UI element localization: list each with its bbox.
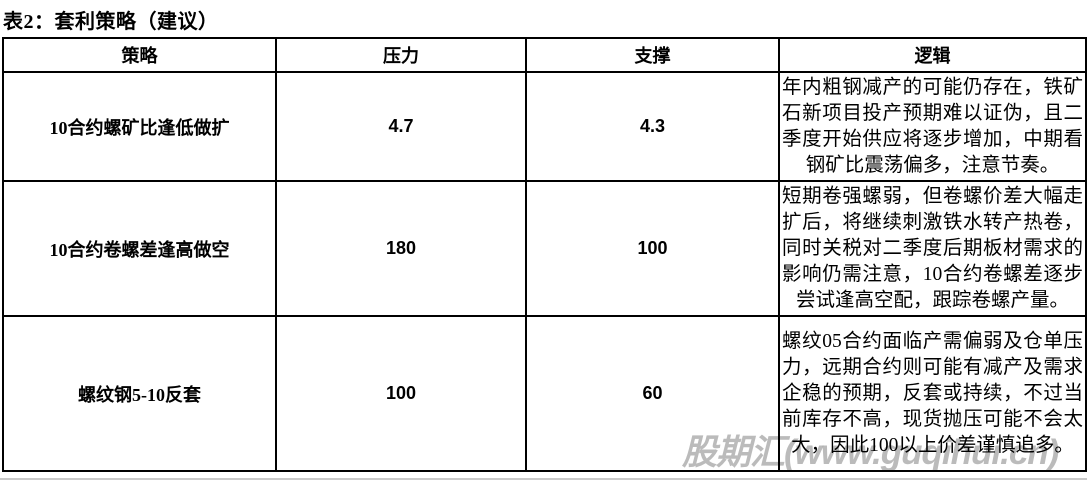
arbitrage-strategy-table: 策略 压力 支撑 逻辑 10合约螺矿比逢低做扩 4.7 4.3 年内粗钢减产的可… xyxy=(2,37,1087,472)
support-cell: 4.3 xyxy=(525,71,780,182)
strategy-cell: 螺纹钢5-10反套 xyxy=(2,315,277,472)
col-header-pressure: 压力 xyxy=(275,37,527,73)
table-row: 螺纹钢5-10反套 100 60 螺纹05合约面临产需偏弱及仓单压力，远期合约则… xyxy=(2,315,1087,472)
pressure-cell: 4.7 xyxy=(275,71,527,182)
logic-cell: 短期卷强螺弱，但卷螺价差大幅走扩后，将继续刺激铁水转产热卷，同时关税对二季度后期… xyxy=(778,180,1087,317)
col-header-strategy: 策略 xyxy=(2,37,277,73)
col-header-logic: 逻辑 xyxy=(778,37,1087,73)
logic-cell: 螺纹05合约面临产需偏弱及仓单压力，远期合约则可能有减产及需求企稳的预期，反套或… xyxy=(778,315,1087,472)
table-row: 10合约卷螺差逢高做空 180 100 短期卷强螺弱，但卷螺价差大幅走扩后，将继… xyxy=(2,180,1087,317)
pressure-cell: 180 xyxy=(275,180,527,317)
logic-cell: 年内粗钢减产的可能仍存在，铁矿石新项目投产预期难以证伪，且二季度开始供应将逐步增… xyxy=(778,71,1087,182)
support-cell: 100 xyxy=(525,180,780,317)
col-header-support: 支撑 xyxy=(525,37,780,73)
page-bottom-edge xyxy=(0,478,1087,480)
strategy-cell: 10合约卷螺差逢高做空 xyxy=(2,180,277,317)
support-cell: 60 xyxy=(525,315,780,472)
strategy-cell: 10合约螺矿比逢低做扩 xyxy=(2,71,277,182)
header-row: 策略 压力 支撑 逻辑 xyxy=(2,37,1087,73)
pressure-cell: 100 xyxy=(275,315,527,472)
table-row: 10合约螺矿比逢低做扩 4.7 4.3 年内粗钢减产的可能仍存在，铁矿石新项目投… xyxy=(2,71,1087,182)
table-title: 表2：套利策略（建议） xyxy=(3,11,219,33)
